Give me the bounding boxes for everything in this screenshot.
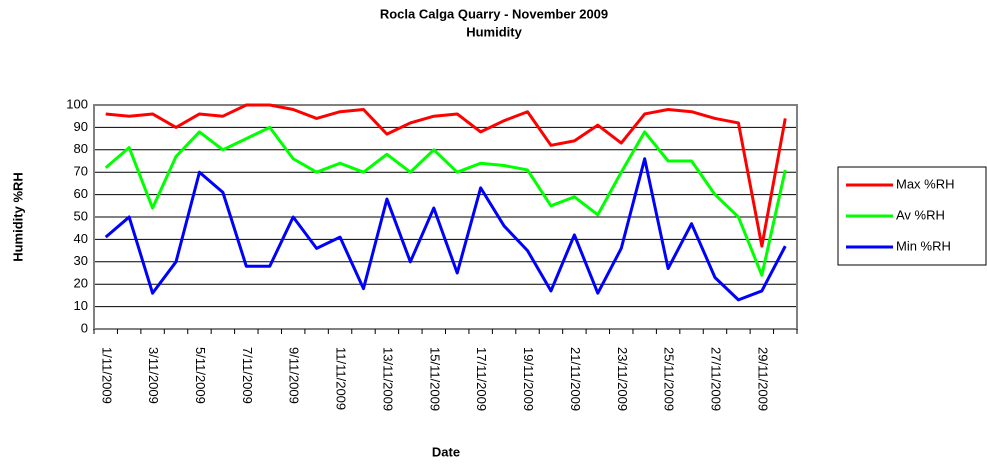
y-axis-title: Humidity %RH	[10, 172, 25, 262]
y-tick-label: 100	[66, 96, 88, 111]
y-tick-label: 0	[81, 320, 88, 335]
y-tick-label: 10	[74, 298, 88, 313]
series-line	[105, 103, 787, 248]
y-tick-label: 60	[74, 186, 88, 201]
y-tick-label: 70	[74, 164, 88, 179]
x-tick-label: 15/11/2009	[427, 347, 442, 411]
y-tick-label: 30	[74, 253, 88, 268]
y-tick-label: 90	[74, 119, 88, 134]
x-tick-label: 19/11/2009	[521, 347, 536, 411]
x-tick-label: 5/11/2009	[193, 347, 208, 404]
y-tick-label: 80	[74, 141, 88, 156]
series-line	[104, 125, 787, 277]
y-tick-label: 20	[74, 276, 88, 291]
x-tick-label: 29/11/2009	[755, 347, 770, 411]
x-tick-label: 9/11/2009	[287, 347, 302, 404]
x-axis-title: Date	[432, 444, 460, 459]
x-tick-label: 13/11/2009	[380, 347, 395, 411]
chart-subtitle: Humidity	[466, 24, 522, 39]
y-tick-label: 40	[74, 231, 88, 246]
x-tick-label: 11/11/2009	[334, 347, 349, 410]
chart-title: Rocla Calga Quarry - November 2009	[380, 6, 608, 21]
y-tick-label: 50	[74, 208, 88, 223]
x-tick-label: 21/11/2009	[568, 347, 583, 411]
x-tick-label: 23/11/2009	[615, 347, 630, 411]
legend-label: Av %RH	[896, 207, 945, 222]
x-tick-label: 7/11/2009	[240, 347, 255, 404]
x-tick-label: 17/11/2009	[474, 347, 489, 411]
legend-label: Max %RH	[896, 176, 955, 191]
x-tick-label: 25/11/2009	[662, 347, 677, 411]
series-line	[104, 157, 787, 302]
x-tick-label: 1/11/2009	[99, 347, 114, 404]
x-tick-label: 3/11/2009	[146, 347, 161, 404]
x-tick-label: 27/11/2009	[709, 347, 724, 411]
legend-label: Min %RH	[896, 238, 951, 253]
